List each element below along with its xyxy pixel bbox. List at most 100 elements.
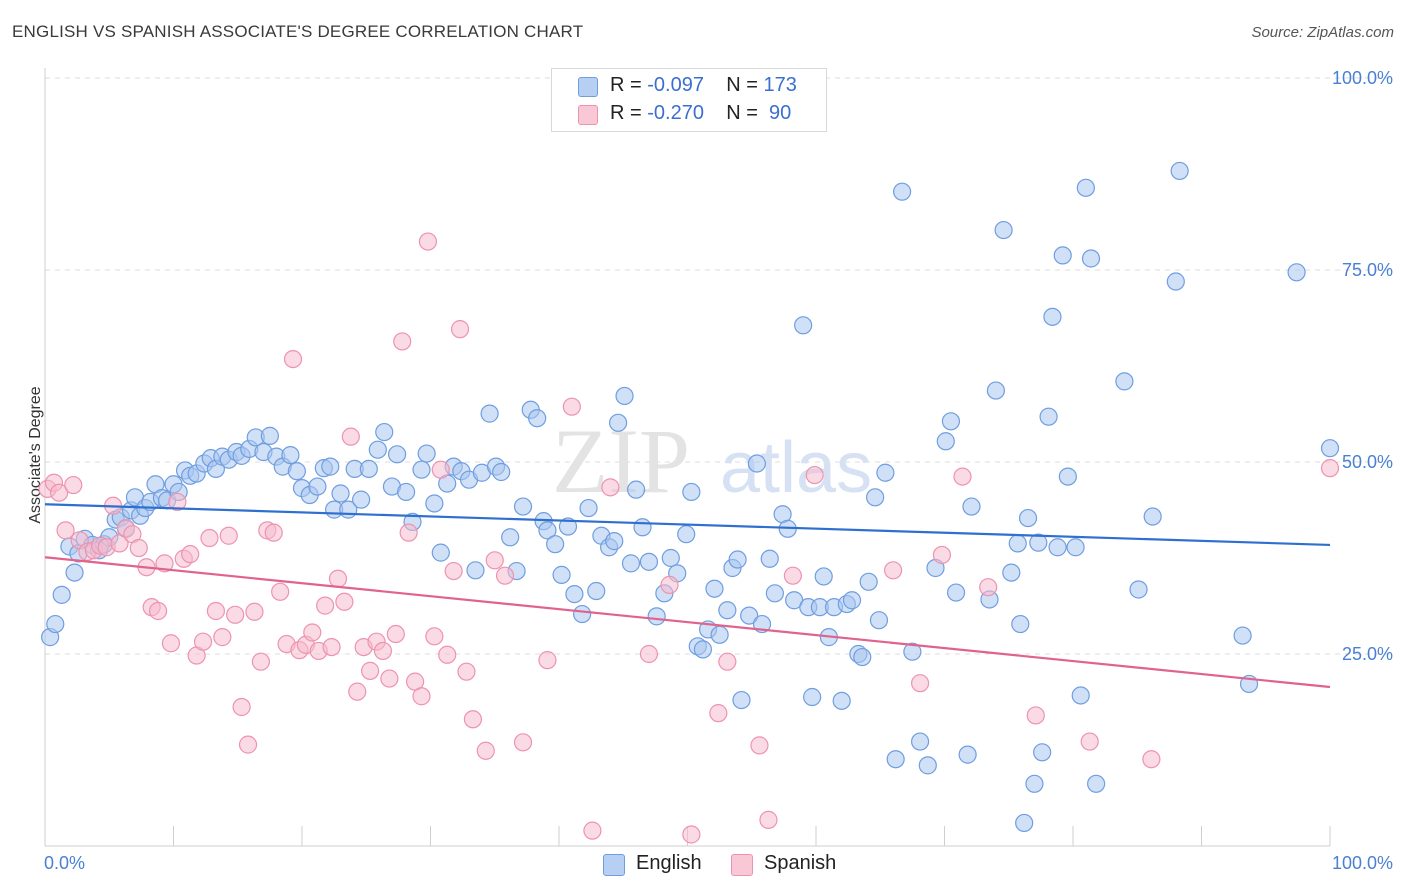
spanish-point (583, 821, 602, 840)
english-point (946, 583, 966, 602)
english-point (565, 584, 584, 604)
spanish-point (64, 475, 83, 495)
spanish-point (601, 478, 620, 497)
english-point (832, 691, 851, 710)
spanish-point (485, 551, 504, 570)
english-point (994, 220, 1013, 240)
english-point (352, 490, 371, 509)
english-point (368, 440, 387, 459)
english-point (417, 444, 436, 463)
chart-title: ENGLISH VS SPANISH ASSOCIATE'S DEGREE CO… (12, 22, 584, 41)
english-point (760, 549, 779, 568)
spanish-point (438, 645, 457, 664)
english-point (859, 572, 878, 591)
spanish-point (386, 624, 405, 644)
english-point (718, 601, 737, 620)
english-point (1011, 614, 1030, 634)
english-point (579, 498, 598, 518)
spanish-point (718, 652, 737, 671)
english-point (886, 750, 905, 769)
spanish-legend-label: Spanish (764, 852, 837, 874)
english-point (626, 480, 646, 499)
english-point (705, 579, 724, 598)
english-point (1008, 534, 1027, 553)
english-point (1320, 439, 1340, 458)
english-point (1087, 774, 1106, 793)
english-point (1018, 508, 1038, 528)
english-point (375, 422, 394, 442)
y-tick-label: 25.0% (1342, 644, 1393, 664)
spanish-point (328, 569, 348, 588)
english-point (412, 460, 431, 479)
spanish-point (562, 397, 581, 416)
spanish-point (110, 534, 129, 553)
spanish-point (271, 582, 290, 601)
spanish-point (783, 566, 802, 585)
spanish-point (418, 232, 438, 251)
english-point (425, 494, 444, 513)
english-point (732, 690, 751, 710)
spanish-point (953, 467, 972, 486)
spanish-point (444, 561, 463, 581)
spanish-r-value: -0.270 (647, 102, 704, 124)
spanish-point (883, 561, 903, 580)
english-r-label: R = (610, 74, 642, 96)
spanish-point (50, 483, 69, 502)
y-tick-label: 75.0% (1342, 260, 1393, 280)
english-legend-label: English (636, 852, 702, 874)
english-point (1233, 626, 1252, 645)
spanish-r-label: R = (610, 102, 642, 124)
english-point (480, 404, 499, 423)
english-point (492, 462, 511, 482)
spanish-point (168, 492, 187, 512)
english-point (661, 548, 680, 568)
english-point (1048, 538, 1067, 557)
english-r-value: -0.097 (647, 74, 704, 96)
x-tick-label-min: 0.0% (44, 853, 85, 873)
english-point (1053, 246, 1072, 265)
english-point (287, 462, 306, 481)
english-point (609, 413, 628, 432)
english-point (1115, 372, 1134, 391)
english-point (958, 745, 977, 764)
spanish-point (660, 575, 679, 594)
spanish-point (682, 825, 701, 844)
spanish-point (322, 637, 341, 657)
spanish-point (709, 704, 728, 723)
english-point (866, 488, 885, 507)
spanish-point (538, 651, 557, 670)
english-point (747, 454, 766, 473)
english-point (1076, 178, 1095, 197)
english-trend-line (44, 503, 1331, 547)
english-n-value: 173 (763, 74, 797, 96)
tick-labels: 25.0% 50.0% 75.0% 100.0% 0.0% 100.0% (44, 68, 1393, 873)
spanish-point (412, 687, 431, 706)
english-point (1029, 533, 1048, 552)
english-point (538, 521, 557, 540)
spanish-point (373, 641, 393, 661)
spanish-trend-line (44, 556, 1331, 689)
english-point (1002, 563, 1021, 582)
english-point (387, 445, 407, 464)
english-point (52, 585, 71, 604)
spanish-point (361, 661, 380, 680)
english-point (1143, 507, 1162, 526)
watermark: ZIP atlas (552, 410, 872, 512)
english-point (573, 604, 592, 624)
english-point (794, 316, 813, 335)
english-point (728, 550, 747, 569)
english-point (605, 532, 624, 551)
spanish-point (1142, 750, 1161, 769)
english-point (558, 517, 578, 536)
spanish-point (155, 554, 174, 573)
english-legend-swatch (603, 854, 625, 876)
spanish-point (639, 644, 659, 664)
gridlines (45, 77, 1395, 655)
y-tick-label: 50.0% (1342, 452, 1393, 472)
spanish-swatch (578, 105, 598, 125)
spanish-points (38, 232, 1340, 844)
english-point (633, 518, 652, 537)
spanish-point (450, 320, 470, 339)
spanish-point (979, 578, 998, 597)
spanish-point (226, 605, 245, 624)
